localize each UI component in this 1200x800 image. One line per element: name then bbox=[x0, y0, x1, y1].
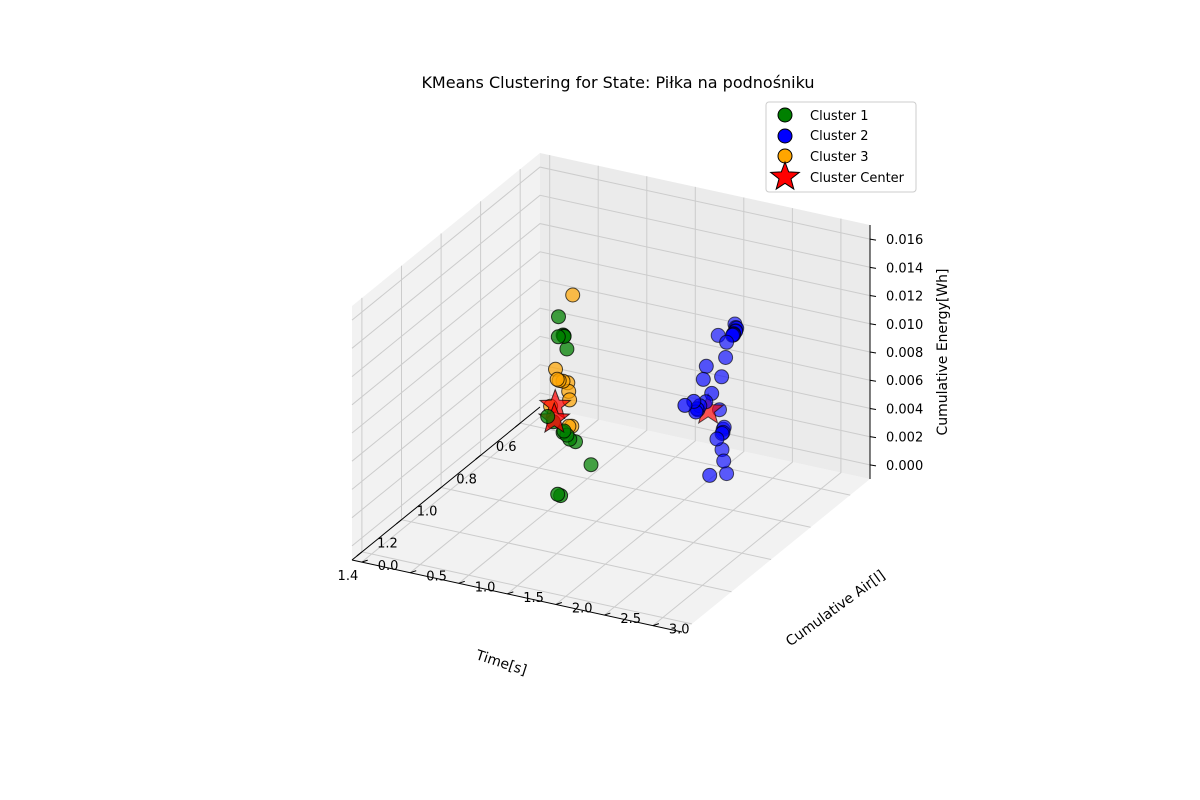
cluster-2-point bbox=[719, 334, 735, 350]
y-tick-label: 1.5 bbox=[523, 591, 544, 606]
y-grid-line bbox=[409, 165, 599, 574]
z-tick-mark bbox=[869, 464, 877, 467]
x-tick-label: 1.0 bbox=[417, 505, 438, 520]
x-tick-mark bbox=[475, 454, 481, 460]
legend-label-cluster-center: Cluster Center bbox=[810, 171, 905, 186]
z-grid-line bbox=[351, 223, 871, 377]
z-grid-line bbox=[351, 307, 871, 462]
y-axis-line bbox=[351, 559, 683, 633]
legend-marker-cluster-1 bbox=[777, 107, 793, 123]
y-tick-mark bbox=[458, 580, 465, 584]
y-tick-mark bbox=[604, 612, 611, 616]
z-tick-label: 0.008 bbox=[886, 346, 923, 361]
cluster-2-point bbox=[702, 467, 718, 483]
z-tick-mark bbox=[869, 323, 877, 326]
z-tick-mark bbox=[869, 379, 877, 382]
cluster-3-point bbox=[549, 371, 565, 387]
z-tick-mark bbox=[869, 266, 877, 269]
z-tick-label: 0.014 bbox=[886, 261, 923, 276]
y-tick-label: 0.0 bbox=[378, 559, 399, 574]
y-tick-label: 1.0 bbox=[475, 580, 496, 595]
y-tick-mark bbox=[361, 559, 368, 563]
z-tick-mark bbox=[869, 436, 877, 439]
z-grid-line bbox=[351, 251, 871, 406]
cluster-2-point bbox=[718, 350, 734, 365]
cluster-2-point bbox=[677, 397, 693, 413]
z-grid-line bbox=[351, 194, 871, 349]
legend-label-cluster-2: Cluster 2 bbox=[810, 129, 869, 144]
z-tick-label: 0.002 bbox=[886, 431, 923, 446]
y-grid-line bbox=[652, 218, 842, 626]
z-grid-line bbox=[351, 166, 871, 321]
z-tick-label: 0.016 bbox=[886, 233, 923, 248]
grid-lines bbox=[351, 155, 871, 626]
legend-label-cluster-3: Cluster 3 bbox=[810, 150, 869, 165]
legend-label-cluster-1: Cluster 1 bbox=[810, 109, 869, 124]
cluster-3-point bbox=[565, 287, 581, 303]
cluster-2-point bbox=[695, 371, 711, 387]
z-tick-label: 0.000 bbox=[886, 459, 923, 474]
z-tick-label: 0.004 bbox=[886, 402, 923, 417]
y-tick-mark bbox=[555, 601, 562, 605]
x-tick-label: 1.2 bbox=[377, 537, 398, 552]
cluster-1-point bbox=[540, 409, 556, 424]
z-tick-mark bbox=[869, 238, 877, 241]
x-tick-mark bbox=[396, 519, 402, 525]
y-tick-label: 0.5 bbox=[426, 570, 447, 585]
x-tick-label: 1.4 bbox=[338, 569, 359, 584]
chart-title: KMeans Clustering for State: Piłka na po… bbox=[421, 73, 814, 92]
x-tick-mark bbox=[435, 487, 442, 492]
x-axis-line bbox=[351, 406, 541, 561]
cluster-1-point bbox=[550, 329, 566, 345]
z-tick-mark bbox=[869, 295, 877, 298]
z-tick-mark bbox=[869, 351, 877, 354]
z-grid-line bbox=[351, 279, 871, 434]
legend-marker-cluster-center bbox=[769, 160, 801, 191]
y-tick-mark bbox=[410, 570, 417, 574]
x-tick-label: 0.6 bbox=[496, 440, 517, 455]
tick-labels: 0.6 0.8 1.0 1.2 1.4 0.0 0.5 1.0 1.5 2.0 2.5 3.0 0.00… bbox=[338, 233, 924, 638]
y-grid-line bbox=[604, 208, 793, 616]
x-tick-mark bbox=[514, 422, 521, 428]
y-grid-line bbox=[506, 186, 696, 595]
y-grid-line bbox=[555, 197, 745, 605]
floor-pane bbox=[352, 407, 870, 632]
x-tick-mark bbox=[356, 551, 363, 557]
cluster-2-point bbox=[709, 431, 725, 447]
legend-marker-cluster-2 bbox=[777, 128, 793, 144]
cluster-2-point bbox=[714, 369, 730, 385]
y-tick-mark bbox=[507, 591, 514, 595]
z-grid-line bbox=[351, 392, 871, 547]
cluster-2-point bbox=[716, 453, 732, 469]
cluster-1-point bbox=[583, 457, 599, 473]
z-grid-line bbox=[351, 335, 871, 490]
cluster-2-point bbox=[698, 358, 714, 374]
y-grid-line bbox=[458, 176, 648, 584]
cluster-1-point bbox=[559, 341, 575, 357]
cluster-1-point bbox=[550, 486, 566, 502]
z-grid-line bbox=[351, 364, 871, 519]
z-tick-label: 0.012 bbox=[886, 290, 923, 305]
z-axis-label: Cumulative Energy[Wh] bbox=[935, 268, 951, 435]
z-tick-label: 0.010 bbox=[886, 318, 923, 333]
z-tick-mark bbox=[869, 407, 877, 410]
cluster-2-point bbox=[719, 466, 735, 482]
y-tick-label: 2.5 bbox=[620, 612, 641, 627]
y-tick-label: 2.0 bbox=[572, 601, 593, 616]
z-tick-label: 0.006 bbox=[886, 374, 923, 389]
cluster-1-point bbox=[551, 309, 566, 325]
legend: Cluster 1 Cluster 2 Cluster 3 Cluster Ce… bbox=[765, 101, 917, 193]
y-tick-label: 3.0 bbox=[669, 623, 690, 638]
data-points bbox=[537, 287, 745, 504]
y-tick-mark bbox=[652, 623, 660, 627]
x-tick-label: 0.8 bbox=[456, 472, 477, 487]
legend-box bbox=[765, 101, 917, 193]
